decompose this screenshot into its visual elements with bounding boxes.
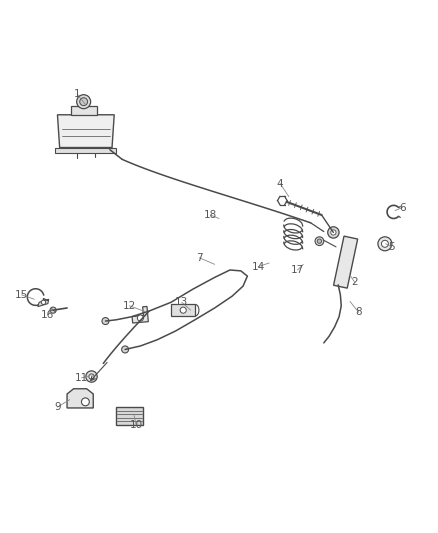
- Text: 6: 6: [399, 203, 406, 213]
- Circle shape: [102, 318, 109, 325]
- Circle shape: [80, 98, 88, 106]
- Text: 8: 8: [355, 308, 362, 317]
- Circle shape: [381, 240, 389, 247]
- Text: 11: 11: [75, 373, 88, 383]
- Circle shape: [315, 237, 324, 246]
- Text: 5: 5: [388, 242, 395, 252]
- Circle shape: [89, 374, 94, 379]
- Text: 4: 4: [277, 179, 283, 189]
- Circle shape: [81, 398, 89, 406]
- Polygon shape: [171, 304, 195, 316]
- Polygon shape: [117, 407, 143, 425]
- Text: 18: 18: [204, 210, 217, 220]
- Text: 9: 9: [54, 402, 61, 412]
- Text: 15: 15: [15, 290, 28, 300]
- Text: 12: 12: [123, 301, 136, 311]
- Circle shape: [331, 230, 336, 235]
- Circle shape: [122, 346, 129, 353]
- Text: 16: 16: [41, 310, 54, 319]
- Polygon shape: [334, 236, 358, 288]
- Circle shape: [180, 307, 186, 313]
- Text: 1: 1: [74, 89, 81, 99]
- Polygon shape: [71, 106, 97, 115]
- Circle shape: [138, 315, 144, 321]
- Circle shape: [378, 237, 392, 251]
- Polygon shape: [132, 306, 148, 323]
- Polygon shape: [67, 389, 93, 408]
- Circle shape: [317, 239, 321, 244]
- Circle shape: [328, 227, 339, 238]
- Circle shape: [86, 371, 97, 382]
- Circle shape: [50, 307, 56, 313]
- Circle shape: [77, 95, 91, 109]
- Polygon shape: [38, 299, 49, 306]
- Text: 14: 14: [252, 262, 265, 271]
- Text: 10: 10: [130, 419, 143, 430]
- Text: 13: 13: [175, 297, 188, 308]
- Text: 7: 7: [196, 253, 203, 263]
- Text: 17: 17: [291, 265, 304, 275]
- Polygon shape: [55, 148, 117, 153]
- Circle shape: [41, 300, 46, 304]
- Polygon shape: [57, 115, 114, 148]
- Text: 2: 2: [351, 277, 358, 287]
